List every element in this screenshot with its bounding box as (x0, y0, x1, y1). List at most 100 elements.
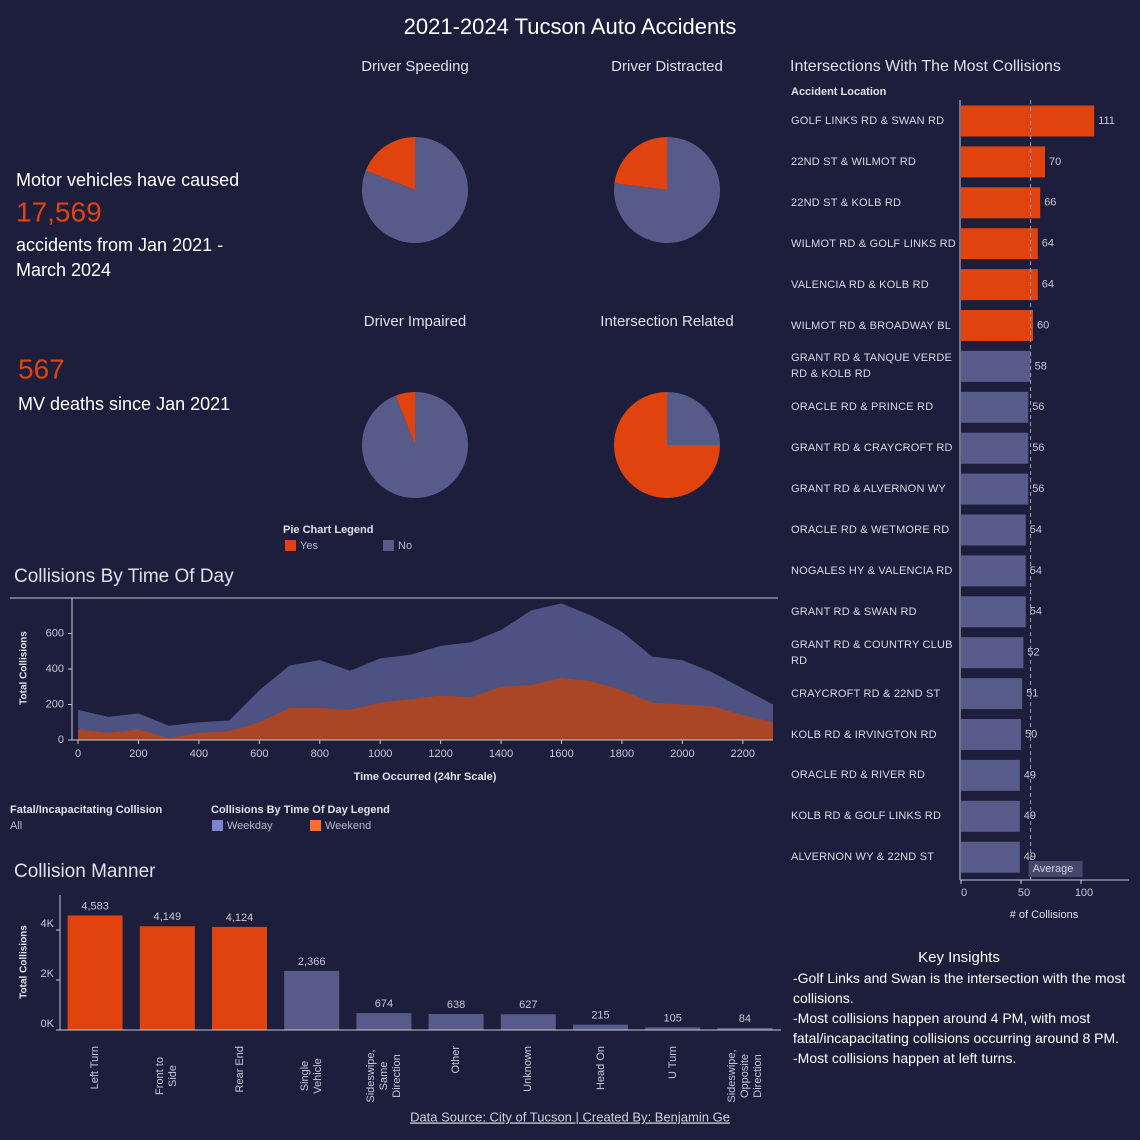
y-tick-label: GRANT RD & TANQUE VERDE RD & KOLB RD (791, 352, 953, 381)
value-label: 54 (1030, 565, 1042, 577)
pie-slice (667, 392, 720, 445)
pie-slice (614, 137, 720, 243)
bar (961, 596, 1026, 628)
x-tick-label: Head On (594, 1046, 606, 1091)
pie-title: Driver Distracted (611, 58, 723, 75)
x-axis-label: Time Occurred (24hr Scale) (354, 771, 497, 783)
value-label: 49 (1024, 851, 1036, 863)
value-label: 60 (1037, 319, 1049, 331)
legend-title: Pie Chart Legend (283, 524, 373, 536)
bar (961, 678, 1023, 710)
x-tick-label: U Turn (666, 1046, 679, 1080)
value-label: 49 (1024, 769, 1036, 781)
x-tick-label: 1600 (549, 748, 573, 760)
y-tick-label: 22ND ST & KOLB RD (791, 196, 902, 209)
bar (961, 391, 1029, 423)
y-tick-label: 200 (46, 698, 64, 710)
insights-list: -Golf Links and Swan is the intersection… (793, 968, 1133, 1068)
value-label: 66 (1044, 197, 1056, 209)
x-tick-label: Front to Side (154, 1057, 180, 1095)
y-tick-label: ALVERNON WY & 22ND ST (791, 851, 935, 864)
bar (284, 970, 340, 1030)
y-tick-label: GRANT RD & ALVERNON WY (791, 483, 946, 496)
summary-text: Motor vehicles have caused (16, 170, 239, 190)
y-tick-label: GRANT RD & SWAN RD (791, 605, 917, 618)
y-tick-label: NOGALES HY & VALENCIA RD (791, 564, 953, 577)
y-axis-label: Total Collisions (19, 631, 30, 705)
value-label: 51 (1026, 688, 1038, 700)
x-tick-label: 600 (250, 748, 268, 760)
bar (356, 1013, 412, 1030)
summary-text: MV deaths since Jan 2021 (18, 394, 230, 414)
legend-swatch (383, 540, 394, 551)
y-tick-label: 0 (58, 734, 64, 746)
x-tick-label: Rear End (233, 1046, 245, 1093)
x-tick-label: 0 (75, 748, 81, 760)
legend-label: Weekend (325, 820, 371, 832)
value-label: 54 (1030, 524, 1042, 536)
bar (961, 105, 1095, 137)
bar (500, 1014, 556, 1030)
y-tick-label: GOLF LINKS RD & SWAN RD (791, 115, 945, 127)
summary-text: accidents from Jan 2021 - March 2024 (16, 235, 224, 280)
value-label: 56 (1032, 442, 1044, 454)
chart-title: Intersections With The Most Collisions (790, 58, 1061, 75)
x-tick-label: 400 (190, 748, 208, 760)
y-tick-label: 600 (46, 627, 64, 639)
x-tick-label: 200 (129, 748, 147, 760)
value-label: 49 (1024, 810, 1036, 822)
filter-value: All (10, 820, 22, 832)
legend-swatch (310, 820, 321, 831)
insights-title: Key Insights (918, 949, 1000, 966)
pie-slice (365, 137, 415, 190)
legend-label: No (398, 540, 412, 552)
insight-item: -Most collisions happen at left turns. (793, 1050, 1017, 1066)
deaths-count: 567 (18, 353, 65, 384)
pie-title: Intersection Related (600, 313, 733, 330)
x-tick-label: 800 (311, 748, 329, 760)
value-label: 638 (447, 999, 465, 1011)
legend-swatch (285, 540, 296, 551)
bar (961, 473, 1029, 505)
x-tick-label: Other (449, 1046, 462, 1074)
pie-slice (361, 137, 468, 243)
x-tick-label: Sideswipe, Opposite Direction (725, 1049, 764, 1103)
dashboard-title: 2021-2024 Tucson Auto Accidents (404, 14, 737, 39)
bar (961, 637, 1024, 669)
y-tick-label: WILMOT RD & BROADWAY BL (791, 319, 952, 332)
x-tick-label: 1000 (368, 748, 392, 760)
value-label: 105 (664, 1012, 682, 1024)
x-tick-label: 2200 (731, 748, 755, 760)
value-label: 674 (375, 998, 393, 1010)
bar (961, 310, 1033, 341)
value-label: 56 (1032, 483, 1044, 495)
y-tick-label: VALENCIA RD & KOLB RD (791, 278, 929, 291)
bar (961, 841, 1020, 873)
legend-swatch (212, 820, 223, 831)
bar (961, 350, 1031, 382)
x-tick-label: 1200 (428, 748, 452, 760)
bar (961, 800, 1020, 832)
pie-slice (362, 392, 469, 499)
footer-text: Data Source: City of Tucson | Created By… (410, 1109, 730, 1124)
bar (961, 555, 1026, 587)
y-tick-label: 22ND ST & WILMOT RD (791, 155, 917, 168)
legend-title: Collisions By Time Of Day Legend (211, 804, 390, 816)
area (78, 677, 774, 740)
x-tick-label: Left Turn (88, 1046, 101, 1090)
y-tick-label: ORACLE RD & RIVER RD (791, 769, 926, 782)
y-tick-label: 0K (41, 1018, 55, 1030)
pie-slice (614, 137, 667, 190)
chart-title: Collision Manner (14, 861, 156, 882)
y-tick-label: 2K (41, 968, 55, 980)
accidents-count: 17,569 (16, 196, 102, 227)
bar (645, 1027, 701, 1030)
x-tick-label: 1400 (489, 748, 513, 760)
x-tick-label: 2000 (670, 748, 694, 760)
bar (961, 514, 1026, 546)
bar (961, 228, 1038, 260)
y-tick-label: KOLB RD & GOLF LINKS RD (791, 810, 942, 823)
bar (67, 915, 123, 1030)
x-tick-label: Single Vehicle (298, 1058, 324, 1094)
